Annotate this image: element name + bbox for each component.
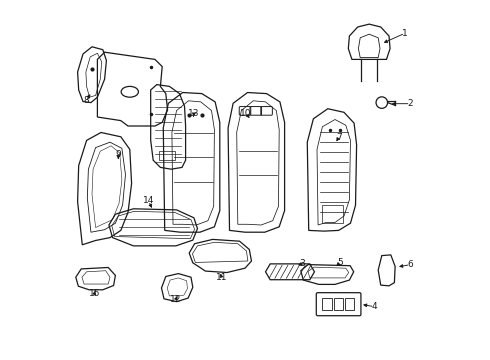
Bar <box>345 298 354 310</box>
Text: 10: 10 <box>240 109 251 118</box>
Text: 2: 2 <box>408 99 414 108</box>
Bar <box>334 298 343 310</box>
Text: 12: 12 <box>170 295 182 304</box>
Text: 5: 5 <box>338 258 343 266</box>
Text: 4: 4 <box>372 302 377 311</box>
Text: 13: 13 <box>188 109 199 118</box>
Bar <box>322 298 332 310</box>
Text: 6: 6 <box>408 260 414 269</box>
Text: 14: 14 <box>143 197 154 205</box>
Text: 11: 11 <box>216 274 227 282</box>
Text: 3: 3 <box>300 259 305 268</box>
Text: 1: 1 <box>402 29 408 37</box>
Text: 7: 7 <box>336 133 342 142</box>
Text: 9: 9 <box>116 150 121 159</box>
Text: 8: 8 <box>83 96 89 105</box>
Text: 15: 15 <box>89 289 100 298</box>
